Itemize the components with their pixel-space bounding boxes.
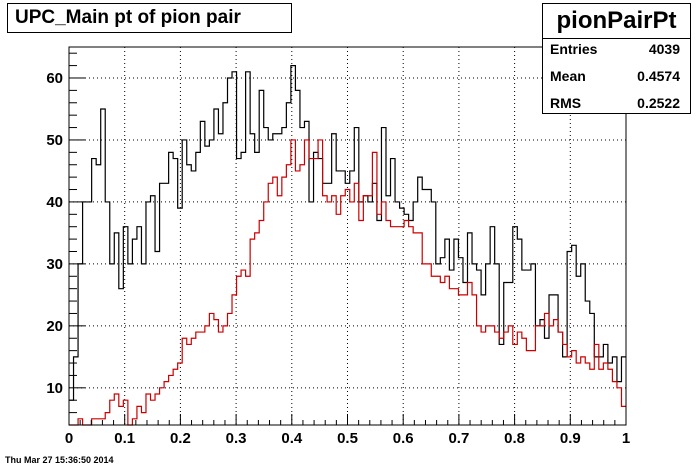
stats-label: Mean xyxy=(550,68,586,84)
axis-ticks xyxy=(68,52,627,425)
stats-value: 0.4574 xyxy=(637,68,680,84)
x-tick-label: 0.3 xyxy=(226,430,247,447)
stats-box: pionPairPt Entries 4039 Mean 0.4574 RMS … xyxy=(542,3,691,114)
stats-row-entries: Entries 4039 xyxy=(543,39,690,59)
histogram-series-line-2 xyxy=(69,139,626,426)
stats-label: RMS xyxy=(550,95,582,111)
x-tick-label: 0.5 xyxy=(337,430,358,447)
stats-label: Entries xyxy=(550,41,598,57)
y-tick-label: 50 xyxy=(46,132,63,149)
stats-row-rms: RMS 0.2522 xyxy=(543,93,690,113)
histogram-series-line-1 xyxy=(69,64,626,401)
y-tick-label: 40 xyxy=(46,194,63,211)
stats-value: 4039 xyxy=(648,41,680,57)
x-tick-label: 0 xyxy=(65,430,73,447)
y-tick-label: 10 xyxy=(46,380,63,397)
x-tick-label: 0.8 xyxy=(504,430,525,447)
x-tick-label: 0.4 xyxy=(281,430,303,447)
stats-value: 0.2522 xyxy=(637,95,680,111)
x-tick-label: 0.6 xyxy=(393,430,414,447)
histogram-series xyxy=(69,64,626,426)
x-tick-label: 0.7 xyxy=(448,430,469,447)
x-tick-label: 0.2 xyxy=(170,430,191,447)
stats-histogram-name: pionPairPt xyxy=(543,4,690,39)
x-tick-label: 1 xyxy=(622,430,630,447)
y-tick-label: 20 xyxy=(46,318,63,335)
y-axis-tick-labels: 10 20 30 40 50 60 xyxy=(46,70,63,397)
x-tick-label: 0.1 xyxy=(114,430,135,447)
y-tick-label: 30 xyxy=(46,256,63,273)
stats-row-mean: Mean 0.4574 xyxy=(543,66,690,86)
y-tick-label: 60 xyxy=(46,70,63,87)
chart-title: UPC_Main pt of pion pair xyxy=(7,3,292,33)
x-axis-tick-labels: 0 0.1 0.2 0.3 0.4 0.5 0.6 0.7 0.8 0.9 1 xyxy=(65,430,630,447)
x-tick-label: 0.9 xyxy=(560,430,581,447)
timestamp-footer: Thu Mar 27 15:36:50 2014 xyxy=(5,455,114,465)
